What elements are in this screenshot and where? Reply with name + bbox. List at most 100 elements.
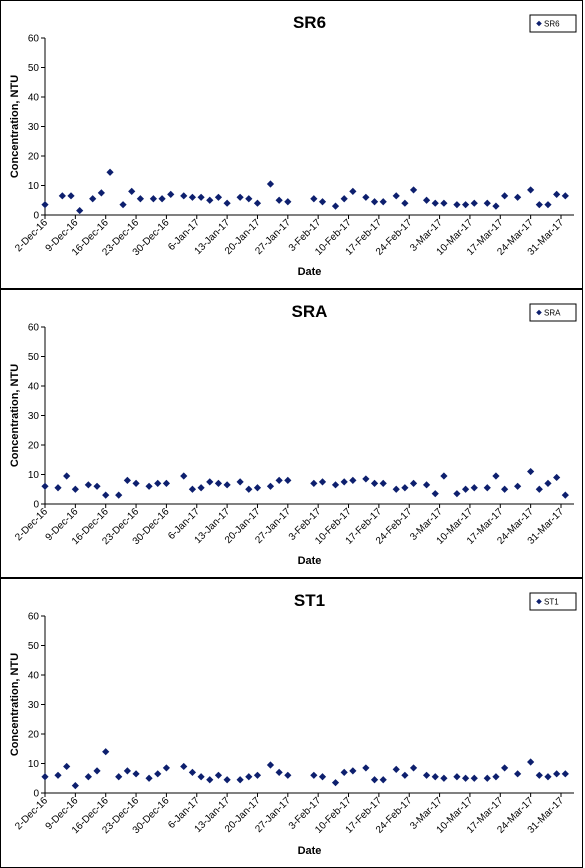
data-point [544,773,552,781]
data-point [422,196,431,204]
data-point [76,206,84,215]
legend-marker-icon [536,20,542,27]
data-point [422,481,431,489]
data-point [514,193,522,201]
data-point [535,771,543,779]
data-point [409,764,418,772]
data-point [318,478,327,486]
y-tick-label: 10 [28,470,40,481]
data-point [318,198,327,206]
data-point [236,193,244,201]
y-tick-label: 30 [28,411,40,422]
data-point [362,764,370,772]
data-point [67,192,75,200]
legend-label: ST1 [544,598,559,607]
data-point [331,481,340,489]
y-axis-label: Concentration, NTU [9,653,21,756]
data-point [245,195,253,203]
y-tick-label: 20 [28,441,40,452]
data-point [514,770,522,778]
data-point [167,190,175,198]
legend-label: SR6 [544,20,560,29]
data-point [392,765,400,773]
y-tick-label: 50 [28,352,40,363]
data-point [97,189,105,197]
chart-title: SR6 [293,13,326,32]
data-point [440,774,448,782]
data-point [409,186,418,194]
y-tick-label: 60 [28,323,40,334]
data-point [527,467,535,476]
data-point [483,199,491,207]
data-point [54,771,62,779]
data-point [392,485,400,493]
data-point [409,479,418,487]
data-point [561,770,569,778]
y-tick-label: 50 [28,63,40,74]
x-axis-label: Date [298,555,322,567]
data-point [149,195,158,203]
data-point [535,485,543,493]
data-point [162,479,171,487]
chart-title: ST1 [294,591,325,610]
data-point [453,201,461,209]
data-point [544,479,552,487]
data-point [93,767,101,775]
chart-panel-sr6: SR6 Concentration, NTU Date 0 10 20 30 40 50 60 2-… [0,0,583,289]
data-point [132,479,140,487]
data-point [275,196,283,204]
data-point [106,168,114,176]
data-point [123,767,131,775]
data-point [158,195,166,203]
data-point [501,192,509,200]
data-point [349,187,357,195]
data-point [284,198,292,206]
y-tick-label: 10 [28,181,40,192]
y-tick-label: 60 [28,612,40,623]
chart-panel-sra: SRA Concentration, NTU Date 0 10 20 30 40 50 60 2-… [0,289,583,578]
data-point [440,199,448,207]
data-point [245,485,253,493]
data-point [461,774,470,782]
data-point [340,768,348,776]
data-point [214,771,223,779]
legend-label: SRA [544,309,561,318]
data-point [223,776,231,784]
data-point [206,196,214,204]
data-point [236,776,244,784]
data-point [553,473,561,482]
data-point [223,199,231,207]
legend: ST1 [529,592,577,611]
data-point [431,773,439,781]
data-point [431,490,439,498]
chart-title: SRA [292,302,328,321]
data-point [214,193,223,201]
data-point [71,782,79,790]
data-point [527,758,535,766]
data-point [401,484,409,492]
x-axis-label: Date [298,266,322,278]
data-point [84,481,92,489]
data-point [340,195,348,203]
data-point [401,199,409,207]
data-point [362,475,370,483]
data-point [349,767,357,775]
y-axis-label: Concentration, NTU [9,364,21,467]
data-point [310,771,318,779]
data-point [379,776,387,784]
data-point [145,774,153,782]
data-point [245,773,253,781]
data-point [310,479,318,487]
data-point [331,779,340,787]
data-point [483,774,491,782]
y-axis-label: Concentration, NTU [9,75,21,178]
data-point [275,768,283,776]
data-point [206,478,214,486]
data-point [41,773,49,781]
data-point [253,199,262,207]
data-point [284,771,292,779]
data-point [93,482,101,490]
data-point [431,199,439,207]
data-point [123,476,131,484]
